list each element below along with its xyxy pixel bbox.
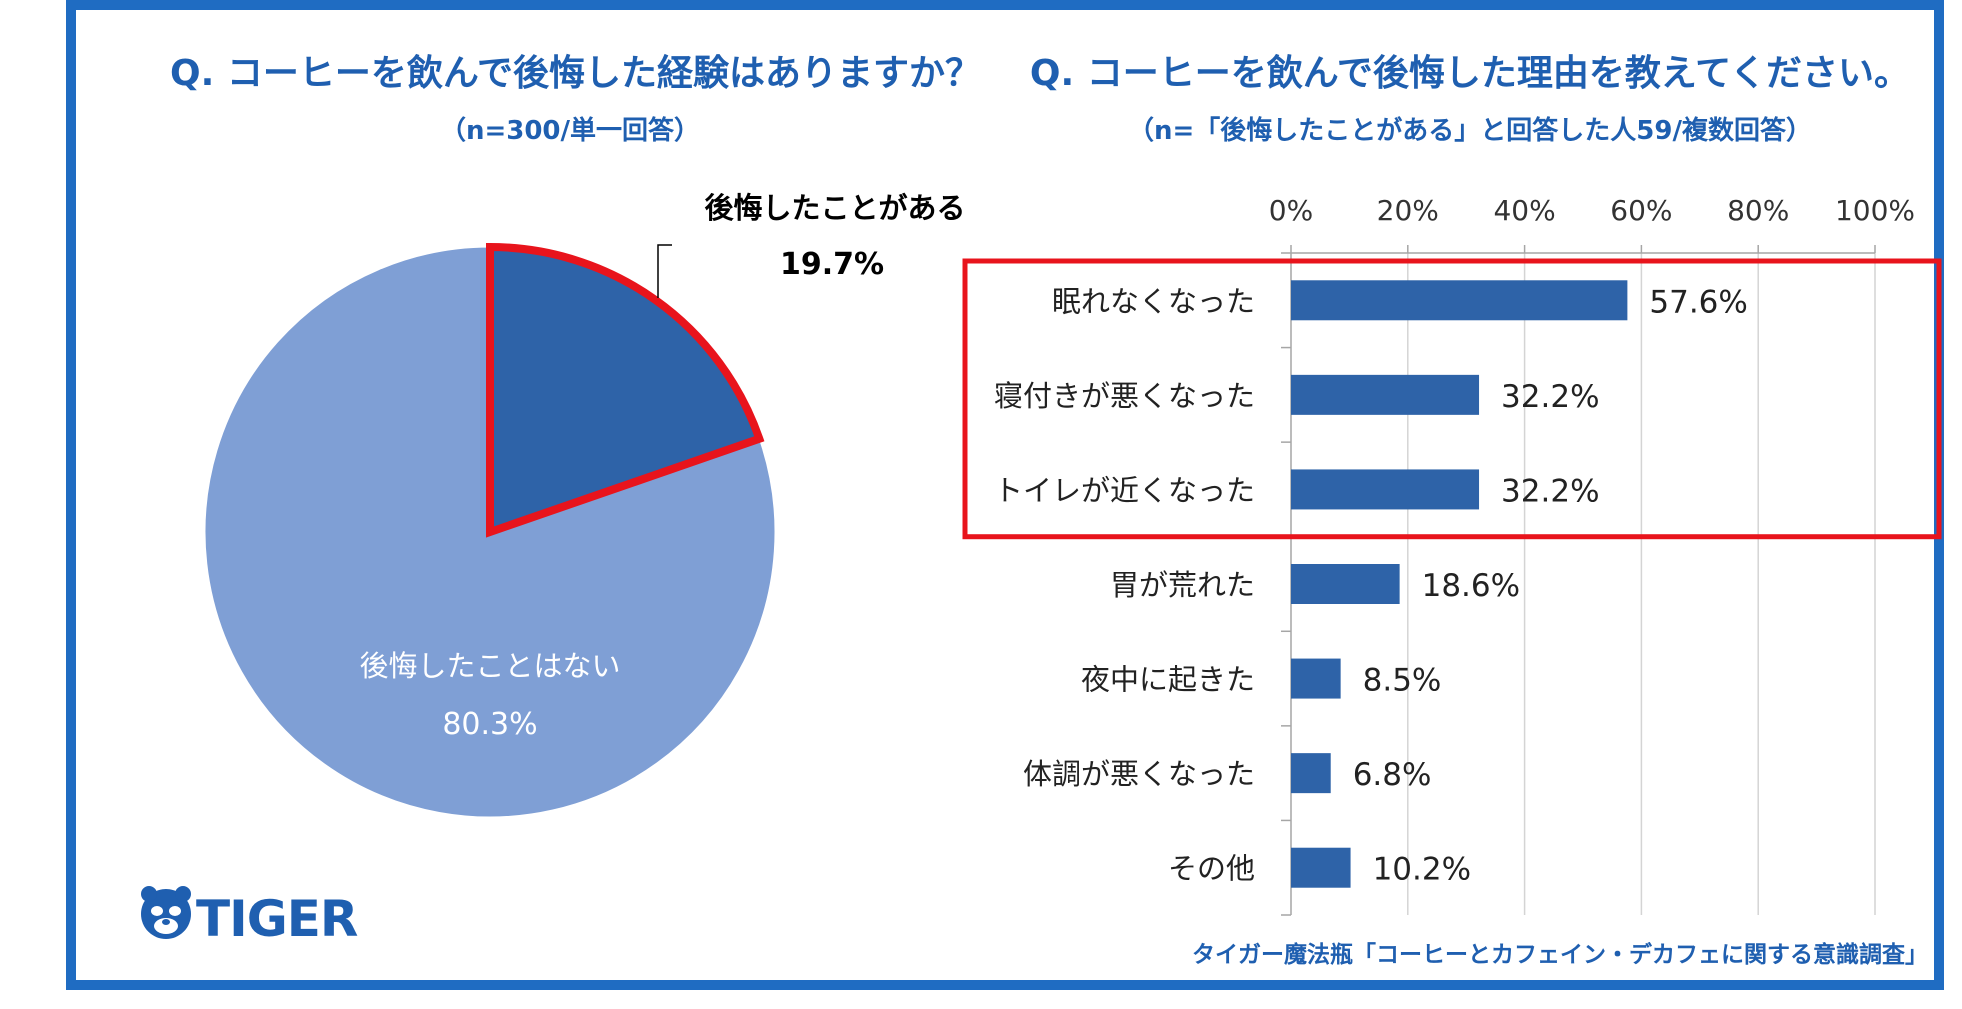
left-chart-subtitle: （n=300/単一回答） <box>439 116 701 146</box>
bar-category-label: その他 <box>1168 852 1255 886</box>
bar-category-label: 眠れなくなった <box>1052 284 1255 318</box>
tiger-logo: TIGER <box>141 886 359 944</box>
pie-slice-regretted <box>486 242 765 538</box>
bar-tick-label: 40% <box>1493 194 1555 227</box>
highlight-box <box>962 258 1942 540</box>
bar <box>1291 658 1341 699</box>
left-chart-title: Q. コーヒーを飲んで後悔した経験はありますか？ <box>170 53 982 94</box>
bar <box>1291 753 1331 794</box>
pie-value-not-regretted: 80.3% <box>442 707 537 742</box>
tiger-face-icon <box>141 886 191 939</box>
bar-value-label: 8.5% <box>1363 663 1442 699</box>
bar <box>1291 280 1628 321</box>
bar-category-label: トイレが近くなった <box>994 473 1255 507</box>
right-chart-subtitle: （n=「後悔したことがある」と回答した人59/複数回答） <box>1128 116 1812 146</box>
right-chart-title: Q. コーヒーを飲んで後悔した理由を教えてください。 <box>1029 53 1911 94</box>
bar-category-label: 夜中に起きた <box>1081 663 1255 697</box>
bar <box>1291 374 1480 415</box>
bar-category-label: 体調が悪くなった <box>1023 757 1255 791</box>
bar-category-label: 寝付きが悪くなった <box>994 379 1255 413</box>
bar-value-label: 6.8% <box>1353 757 1432 793</box>
bar-value-label: 32.2% <box>1501 473 1599 509</box>
bar <box>1291 469 1480 510</box>
bar-tick-label: 100% <box>1835 194 1915 227</box>
bar-category-label: 胃が荒れた <box>1110 568 1255 602</box>
bar-tick-label: 20% <box>1377 194 1439 227</box>
bar <box>1291 564 1400 604</box>
pie-leader-line <box>657 244 672 298</box>
bar-tick-label: 60% <box>1610 194 1672 227</box>
pie-label-not-regretted: 後悔したことはない <box>359 649 620 683</box>
logo-text: TIGER <box>196 890 358 944</box>
bar-value-label: 18.6% <box>1422 568 1520 604</box>
bar-value-label: 10.2% <box>1373 852 1471 888</box>
pie-label-regretted: 後悔したことがある <box>704 191 965 225</box>
bar-tick-label: 80% <box>1727 194 1789 227</box>
bar-value-label: 32.2% <box>1501 379 1599 415</box>
source-note: タイガー魔法瓶「コーヒーとカフェイン・デカフェに関する意識調査」 <box>1192 942 1928 968</box>
bar <box>1291 847 1351 888</box>
bar-tick-label: 0% <box>1269 194 1313 227</box>
pie-value-regretted: 19.7% <box>780 247 884 282</box>
bar-value-label: 57.6% <box>1649 284 1747 320</box>
